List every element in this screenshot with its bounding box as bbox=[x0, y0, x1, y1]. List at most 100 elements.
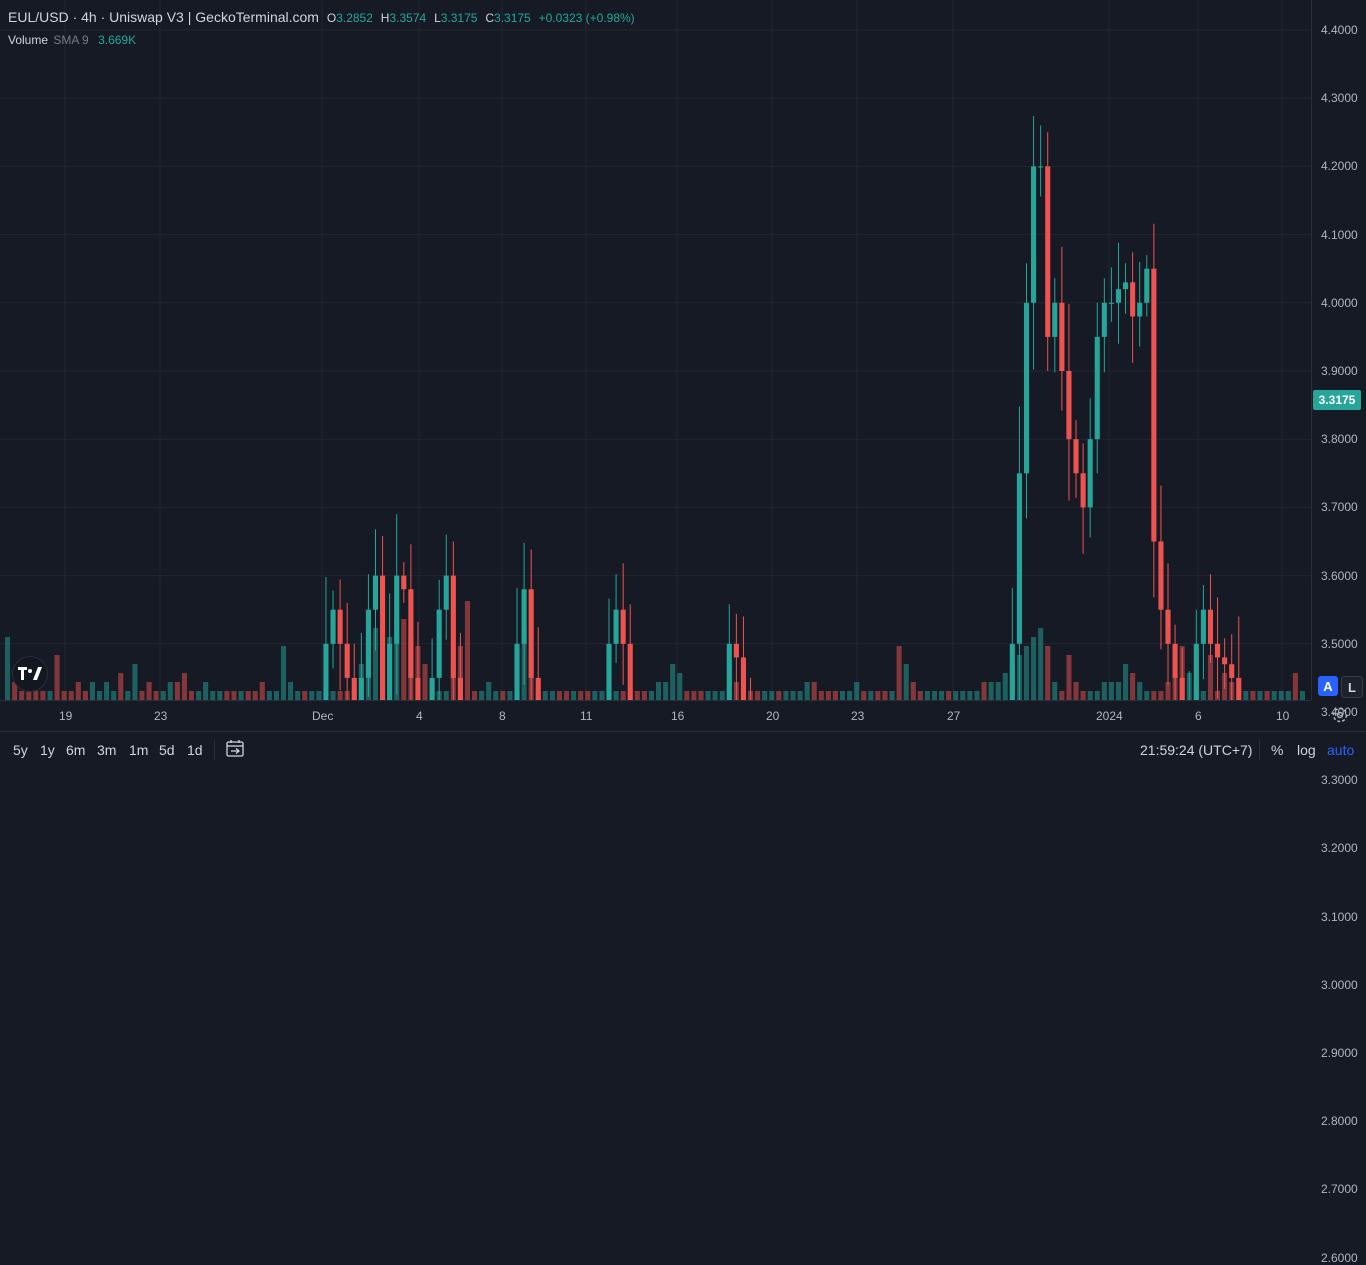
volume-bar bbox=[967, 691, 973, 700]
volume-bar bbox=[273, 691, 279, 700]
volume-bar bbox=[839, 691, 846, 700]
range-3m-button[interactable]: 3m bbox=[97, 742, 117, 758]
volume-bar bbox=[811, 682, 817, 700]
volume-bar bbox=[670, 664, 676, 700]
range-1m-button[interactable]: 1m bbox=[129, 742, 149, 758]
range-5d-button[interactable]: 5d bbox=[159, 742, 175, 758]
candlestick-chart[interactable] bbox=[0, 0, 1311, 700]
low-value: 3.3175 bbox=[440, 11, 478, 25]
volume-bar bbox=[542, 691, 548, 700]
range-6m-button[interactable]: 6m bbox=[66, 742, 86, 758]
candle-body bbox=[1123, 282, 1129, 290]
timezone-clock[interactable]: 21:59:24 (UTC+7) bbox=[1140, 742, 1253, 758]
divider bbox=[214, 740, 215, 760]
volume-label[interactable]: Volume bbox=[8, 33, 49, 47]
price-tick-label: 3.3000 bbox=[1321, 773, 1358, 788]
range-5y-button[interactable]: 5y bbox=[13, 742, 28, 758]
volume-bar bbox=[903, 664, 909, 700]
volume-bar bbox=[1059, 691, 1065, 700]
volume-bar bbox=[1009, 664, 1015, 700]
candle-body bbox=[330, 609, 336, 644]
volume-bar bbox=[295, 691, 301, 700]
candle-body bbox=[1137, 302, 1143, 317]
volume-bar bbox=[797, 691, 803, 700]
log-scale-button[interactable]: L bbox=[1341, 676, 1363, 698]
candle-body bbox=[613, 609, 619, 644]
time-tick-label: 16 bbox=[671, 709, 685, 723]
price-tick-label: 4.3000 bbox=[1321, 91, 1358, 106]
low-label: L bbox=[434, 11, 441, 25]
time-axis[interactable]: 19 23 Dec 4 8 11 16 20 23 27 2024 6 10 bbox=[0, 700, 1311, 731]
price-axis[interactable]: 4.4000 4.3000 4.2000 4.1000 4.0000 3.9000 3.80… bbox=[1311, 0, 1366, 1265]
volume-bar bbox=[40, 691, 46, 700]
volume-bar bbox=[1108, 682, 1114, 700]
range-1y-button[interactable]: 1y bbox=[40, 742, 55, 758]
volume-bar bbox=[429, 682, 435, 700]
volume-bar bbox=[1031, 637, 1037, 700]
candle-body bbox=[1200, 609, 1206, 644]
range-1d-button[interactable]: 1d bbox=[187, 742, 203, 758]
volume-bar bbox=[592, 691, 598, 700]
volume-bar bbox=[1278, 691, 1284, 700]
price-tick-label: 3.6000 bbox=[1321, 568, 1358, 583]
volume-bar bbox=[804, 682, 810, 700]
volume-bar bbox=[450, 664, 456, 700]
time-tick-label: 20 bbox=[766, 709, 780, 723]
volume-bar bbox=[556, 691, 563, 700]
volume-bar bbox=[960, 691, 966, 700]
candle-body bbox=[1073, 439, 1079, 474]
candle-body bbox=[1222, 657, 1228, 665]
symbol-title[interactable]: EUL/USD · 4h · Uniswap V3 bbox=[8, 9, 184, 25]
volume-bar bbox=[33, 691, 39, 700]
volume-bar bbox=[245, 691, 251, 700]
volume-bar bbox=[217, 691, 223, 700]
volume-bar bbox=[847, 691, 853, 700]
candle-body bbox=[1108, 302, 1114, 304]
volume-bar bbox=[818, 691, 824, 700]
volume-bar bbox=[125, 691, 131, 700]
divider bbox=[1259, 740, 1260, 760]
volume-bar bbox=[882, 691, 888, 700]
volume-bar bbox=[210, 691, 216, 700]
volume-bar bbox=[266, 691, 272, 700]
volume-bar bbox=[4, 637, 11, 700]
volume-bar bbox=[288, 682, 294, 700]
volume-bar bbox=[104, 682, 110, 700]
volume-bar bbox=[365, 637, 371, 700]
candle-body bbox=[514, 643, 520, 700]
volume-bar bbox=[825, 691, 831, 700]
price-tick-label: 2.9000 bbox=[1321, 1046, 1358, 1060]
volume-bar bbox=[47, 691, 53, 700]
auto-scale-button[interactable]: A bbox=[1318, 676, 1338, 696]
tradingview-logo-icon[interactable] bbox=[12, 656, 48, 692]
volume-bar bbox=[387, 637, 393, 700]
time-tick-label: Dec bbox=[312, 709, 334, 723]
volume-bar bbox=[203, 682, 209, 700]
gear-icon[interactable] bbox=[1330, 705, 1350, 725]
volume-bar bbox=[896, 646, 902, 700]
volume-bar bbox=[89, 682, 95, 700]
volume-bar bbox=[762, 691, 768, 700]
candle-body bbox=[1158, 541, 1164, 610]
volume-bar bbox=[118, 673, 124, 700]
open-value: 3.2852 bbox=[336, 11, 373, 25]
close-label: C bbox=[485, 11, 495, 25]
volume-bar bbox=[61, 691, 67, 700]
volume-bar bbox=[1002, 673, 1008, 700]
volume-bar bbox=[910, 682, 916, 700]
volume-bar bbox=[457, 646, 463, 700]
candle-body bbox=[323, 643, 329, 700]
volume-bar bbox=[1186, 673, 1192, 700]
volume-bar bbox=[1264, 691, 1270, 700]
candle-body bbox=[1236, 677, 1242, 700]
volume-bar bbox=[302, 691, 308, 700]
volume-bar bbox=[648, 691, 655, 700]
log-scale-option[interactable]: log bbox=[1297, 742, 1316, 758]
volume-bar bbox=[181, 673, 187, 700]
price-tick-label: 2.7000 bbox=[1321, 1182, 1358, 1197]
volume-bar bbox=[606, 646, 612, 700]
auto-scale-option[interactable]: auto bbox=[1327, 742, 1355, 758]
percent-scale-option[interactable]: % bbox=[1271, 742, 1284, 758]
goto-date-icon[interactable] bbox=[224, 737, 246, 759]
price-tick-label: 4.2000 bbox=[1321, 159, 1358, 174]
